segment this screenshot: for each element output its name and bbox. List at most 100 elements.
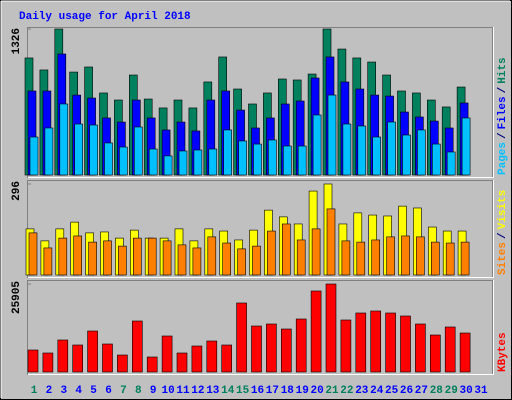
bar bbox=[206, 340, 218, 373]
x-tick-label: 15 bbox=[236, 385, 250, 397]
bar bbox=[282, 145, 292, 176]
legend: Sites / Visits bbox=[497, 190, 509, 275]
x-tick-label: 24 bbox=[370, 385, 384, 397]
bar bbox=[446, 151, 456, 176]
bar bbox=[342, 123, 352, 176]
bar bbox=[58, 237, 68, 276]
x-tick-label: 26 bbox=[400, 385, 413, 397]
bar bbox=[176, 352, 188, 373]
bar bbox=[207, 236, 217, 276]
legend-entry: Visits bbox=[497, 190, 509, 230]
bar bbox=[325, 283, 337, 373]
bar bbox=[402, 134, 411, 176]
x-tick-label: 4 bbox=[75, 385, 82, 397]
x-tick-label: 2 bbox=[46, 385, 53, 397]
bar bbox=[416, 236, 425, 276]
bar bbox=[161, 335, 173, 373]
bar bbox=[221, 344, 232, 373]
legend: KBytes bbox=[497, 332, 509, 372]
bar bbox=[268, 139, 277, 176]
bar bbox=[340, 319, 352, 373]
bar bbox=[430, 241, 440, 276]
bar bbox=[371, 239, 381, 276]
bar bbox=[162, 240, 172, 276]
bar bbox=[386, 236, 395, 276]
bar bbox=[146, 356, 158, 373]
bar bbox=[237, 248, 246, 276]
bar bbox=[370, 310, 382, 373]
x-tick-label: 10 bbox=[161, 385, 174, 397]
x-tick-label: 20 bbox=[310, 385, 323, 397]
bar bbox=[431, 143, 441, 176]
legend-separator: / bbox=[497, 86, 509, 93]
x-tick-label: 9 bbox=[150, 385, 157, 397]
bar bbox=[280, 328, 292, 373]
bar bbox=[134, 126, 143, 176]
bar bbox=[148, 148, 158, 176]
bar bbox=[385, 312, 396, 373]
y-tick-label: 25905 bbox=[11, 281, 23, 314]
x-tick-label: 5 bbox=[90, 385, 97, 397]
x-tick-label: 28 bbox=[430, 385, 444, 397]
bar bbox=[59, 103, 69, 176]
bar bbox=[223, 129, 232, 176]
bar bbox=[119, 146, 128, 176]
bar bbox=[401, 235, 410, 276]
x-tick-label: 27 bbox=[415, 385, 428, 397]
bar bbox=[132, 320, 143, 373]
x-tick-label: 17 bbox=[266, 385, 279, 397]
y-tick-label: 1326 bbox=[11, 28, 23, 54]
bar bbox=[238, 140, 247, 176]
bar bbox=[193, 149, 203, 176]
x-tick-label: 14 bbox=[221, 385, 235, 397]
bar bbox=[73, 235, 82, 276]
bar bbox=[417, 129, 426, 176]
bar bbox=[387, 121, 396, 176]
bar bbox=[178, 150, 188, 176]
x-tick-label: 18 bbox=[281, 385, 295, 397]
bar bbox=[297, 145, 307, 176]
bar bbox=[267, 230, 276, 276]
y-tick-label: 296 bbox=[11, 181, 23, 201]
bar bbox=[311, 228, 321, 276]
bar bbox=[42, 352, 54, 373]
bar bbox=[355, 312, 367, 373]
x-tick-label: 30 bbox=[459, 385, 472, 397]
bar bbox=[341, 240, 351, 276]
bar bbox=[251, 325, 262, 373]
bar bbox=[44, 127, 54, 176]
bar bbox=[236, 302, 247, 373]
bar bbox=[400, 315, 411, 373]
bar bbox=[163, 155, 173, 176]
bar bbox=[103, 240, 112, 276]
x-tick-label: 8 bbox=[135, 385, 142, 397]
bar bbox=[57, 339, 69, 373]
legend-entry: KBytes bbox=[497, 332, 509, 372]
bar bbox=[133, 237, 142, 276]
x-tick-label: 21 bbox=[325, 385, 339, 397]
bar bbox=[72, 344, 83, 373]
bar bbox=[104, 142, 113, 176]
x-tick-label: 3 bbox=[60, 385, 67, 397]
bar bbox=[415, 323, 426, 373]
bar bbox=[29, 136, 39, 176]
bar bbox=[327, 94, 337, 176]
legend-separator: / bbox=[497, 132, 509, 139]
bar bbox=[356, 241, 366, 276]
x-tick-label: 31 bbox=[474, 385, 488, 397]
bar bbox=[177, 244, 187, 276]
bar bbox=[252, 245, 261, 276]
chart-title: Daily usage for April 2018 bbox=[19, 11, 191, 23]
bar bbox=[118, 245, 127, 276]
x-tick-label: 7 bbox=[120, 385, 127, 397]
bar bbox=[310, 290, 322, 373]
x-tick-label: 6 bbox=[105, 385, 112, 397]
legend-entry: Files bbox=[497, 96, 509, 129]
bar bbox=[191, 345, 203, 373]
bar bbox=[266, 323, 277, 373]
bar bbox=[102, 343, 113, 373]
bar bbox=[117, 354, 128, 373]
bar bbox=[147, 237, 157, 276]
legend: Pages / Files / Hits bbox=[497, 57, 509, 175]
x-tick-label: 16 bbox=[251, 385, 264, 397]
